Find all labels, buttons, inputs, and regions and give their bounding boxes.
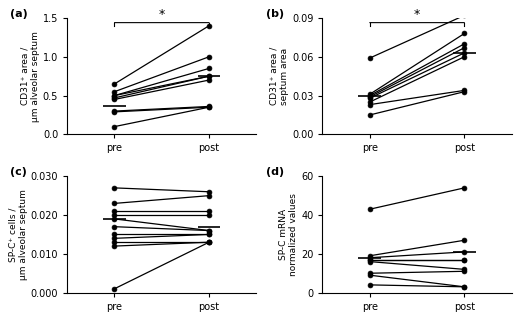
Text: (c): (c) [10,167,27,177]
Y-axis label: CD31⁺ area /
μm alveolar septum: CD31⁺ area / μm alveolar septum [21,31,40,122]
Y-axis label: SP-C mRNA
normalized values: SP-C mRNA normalized values [279,193,298,276]
Text: *: * [414,8,420,21]
Y-axis label: CD31⁺ area /
septum area: CD31⁺ area / septum area [270,47,289,105]
Text: (b): (b) [266,9,284,19]
Text: (a): (a) [10,9,28,19]
Y-axis label: SP-C⁺ cells /
μm alveolar septum: SP-C⁺ cells / μm alveolar septum [8,189,28,280]
Text: *: * [159,8,165,21]
Text: (d): (d) [266,167,284,177]
